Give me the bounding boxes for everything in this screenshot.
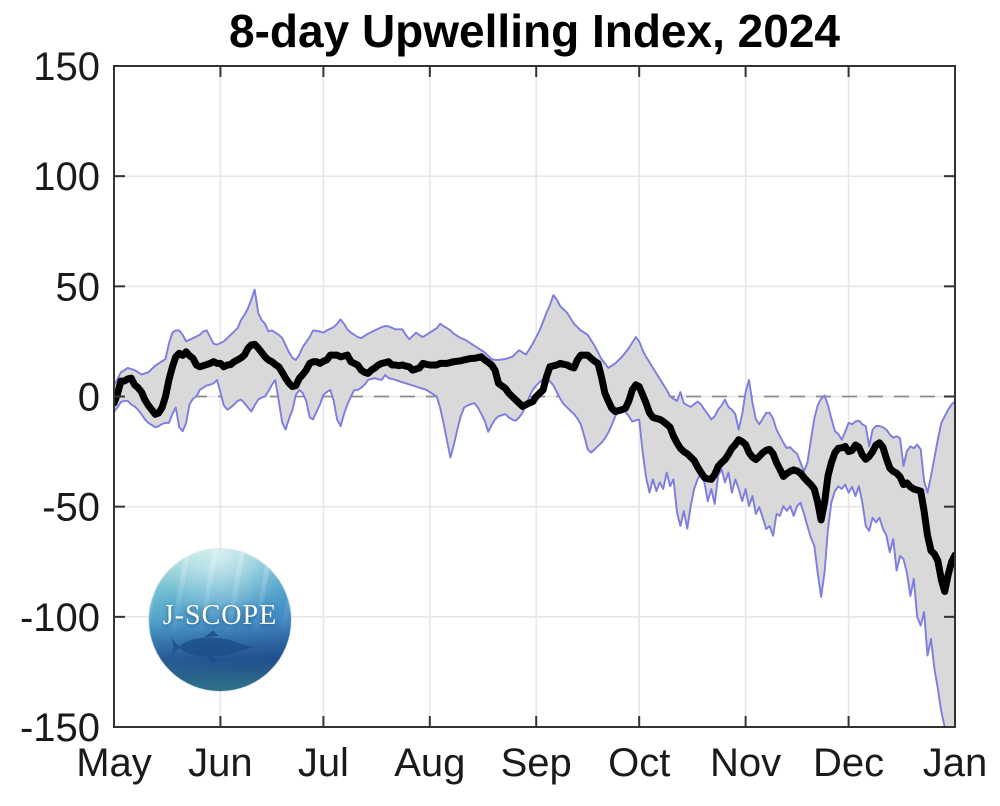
y-tick-label: 100 [33,155,100,199]
y-tick-label: 0 [78,376,100,420]
y-tick-label: 150 [33,45,100,89]
chart-title: 8-day Upwelling Index, 2024 [229,5,840,57]
x-tick-label: Oct [608,741,670,785]
y-tick-label: -100 [20,596,100,640]
jscope-logo-text: J-SCOPE [162,600,278,632]
x-tick-label: Jul [298,741,349,785]
x-tick-label: Dec [813,741,884,785]
deep-water-shade [149,549,291,691]
x-tick-label: Nov [710,741,781,785]
y-tick-label: -50 [42,486,100,530]
jscope-logo: J-SCOPE [149,549,291,691]
x-tick-label: Sep [501,741,572,785]
fish-icon [237,657,273,666]
x-tick-label: Aug [394,741,465,785]
lower-bound-line [114,373,946,727]
x-tick-label: Jan [923,741,988,785]
y-tick-label: -150 [20,706,100,750]
y-tick-label: 50 [56,265,101,309]
upper-bound-line [114,288,955,494]
median-line [114,340,955,595]
fish-icon [170,630,256,663]
x-tick-label: Jun [188,741,253,785]
x-tick-label: May [76,741,152,785]
